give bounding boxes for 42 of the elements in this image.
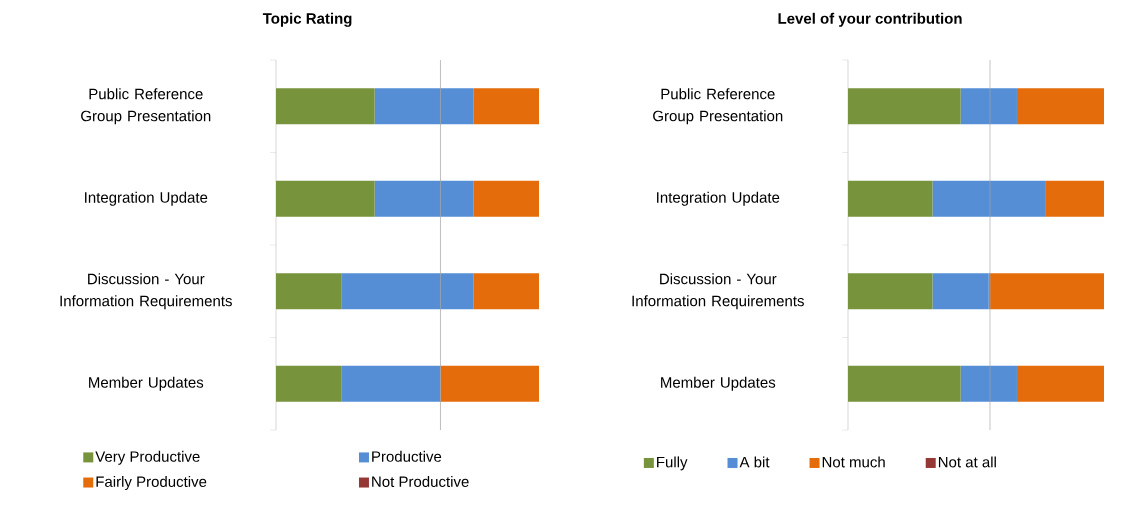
bar bbox=[473, 88, 539, 125]
y-tick-label: Discussion - Your Information Requirements bbox=[632, 273, 804, 310]
legend-label: A bit bbox=[739, 456, 770, 468]
bar bbox=[932, 180, 1046, 217]
y-tick-label: Member Updates bbox=[89, 376, 204, 391]
bar bbox=[1016, 365, 1105, 402]
bar bbox=[276, 365, 342, 402]
bar bbox=[932, 273, 989, 310]
bar bbox=[848, 180, 933, 217]
y-tick-label: Discussion - Your Information Requirements bbox=[60, 273, 232, 310]
bar bbox=[960, 88, 1017, 125]
bar bbox=[341, 273, 474, 310]
bar bbox=[374, 180, 474, 217]
y-tick-label: Integration Update bbox=[657, 191, 780, 206]
bar bbox=[276, 88, 375, 125]
bar bbox=[960, 365, 1017, 402]
legend-label: Fairly Productive bbox=[96, 475, 207, 490]
bar bbox=[440, 365, 539, 402]
y-tick-label: Public Reference Group Presentation bbox=[653, 88, 783, 125]
legend-label: Not Productive bbox=[372, 475, 469, 487]
bar bbox=[988, 273, 1105, 310]
bar bbox=[276, 180, 375, 217]
y-tick-label: Member Updates bbox=[661, 376, 776, 391]
bar bbox=[374, 88, 474, 125]
bar bbox=[848, 88, 961, 125]
bar bbox=[1016, 88, 1105, 125]
bar bbox=[473, 180, 539, 217]
chart-title: Level of your contribution bbox=[778, 12, 962, 27]
legend-label: Very Productive bbox=[95, 450, 200, 465]
y-tick-label: Integration Update bbox=[85, 191, 208, 206]
bar bbox=[341, 365, 441, 402]
bar bbox=[473, 273, 539, 310]
bar bbox=[1045, 180, 1105, 217]
legend-label: Not at all bbox=[938, 456, 996, 468]
chart-title: Topic Rating bbox=[262, 12, 352, 27]
legend-label: Productive bbox=[372, 450, 442, 462]
bar bbox=[848, 273, 933, 310]
bar bbox=[848, 365, 961, 402]
legend-label: Fully bbox=[657, 456, 688, 471]
bar bbox=[276, 273, 342, 310]
legend-label: Not much bbox=[822, 456, 885, 468]
y-tick-label: Public Reference Group Presentation bbox=[81, 88, 211, 125]
